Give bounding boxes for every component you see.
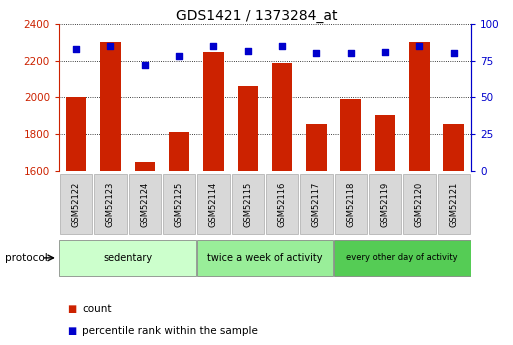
Text: GSM52114: GSM52114: [209, 182, 218, 227]
Point: [175, 53, 183, 59]
Text: GSM52120: GSM52120: [415, 182, 424, 227]
Bar: [438, 175, 470, 234]
Text: sedentary: sedentary: [103, 253, 152, 263]
Text: every other day of activity: every other day of activity: [346, 253, 458, 263]
Bar: [198, 175, 230, 234]
Bar: [232, 175, 264, 234]
Text: count: count: [82, 304, 112, 314]
Text: GSM52117: GSM52117: [312, 182, 321, 227]
Point: [416, 43, 424, 49]
Text: GSM52125: GSM52125: [174, 182, 184, 227]
Text: ■: ■: [67, 326, 76, 336]
Bar: [94, 175, 127, 234]
Bar: [306, 124, 327, 345]
Text: GSM52122: GSM52122: [72, 182, 81, 227]
Bar: [169, 132, 189, 345]
Bar: [334, 175, 367, 234]
Bar: [334, 240, 470, 276]
Bar: [134, 161, 155, 345]
Point: [209, 43, 218, 49]
Bar: [60, 175, 92, 234]
Bar: [443, 124, 464, 345]
Bar: [238, 87, 258, 345]
Text: GSM52123: GSM52123: [106, 182, 115, 227]
Bar: [100, 41, 121, 345]
Bar: [66, 97, 87, 345]
Bar: [375, 115, 396, 345]
Bar: [300, 175, 332, 234]
Bar: [272, 63, 292, 345]
Bar: [129, 175, 161, 234]
Bar: [163, 175, 195, 234]
Text: GSM52119: GSM52119: [381, 182, 389, 227]
Text: protocol: protocol: [5, 253, 48, 263]
Bar: [369, 175, 401, 234]
Point: [72, 46, 80, 52]
Bar: [403, 175, 436, 234]
Text: ■: ■: [67, 304, 76, 314]
Text: percentile rank within the sample: percentile rank within the sample: [82, 326, 258, 336]
Point: [312, 51, 321, 56]
Bar: [266, 175, 298, 234]
Bar: [341, 99, 361, 345]
Text: GSM52116: GSM52116: [278, 182, 287, 227]
Point: [450, 51, 458, 56]
Bar: [60, 240, 196, 276]
Point: [244, 48, 252, 53]
Text: GDS1421 / 1373284_at: GDS1421 / 1373284_at: [176, 9, 337, 23]
Bar: [203, 52, 224, 345]
Point: [106, 43, 114, 49]
Text: GSM52121: GSM52121: [449, 182, 458, 227]
Text: twice a week of activity: twice a week of activity: [207, 253, 323, 263]
Text: GSM52115: GSM52115: [243, 182, 252, 227]
Text: GSM52124: GSM52124: [141, 182, 149, 227]
Text: GSM52118: GSM52118: [346, 182, 356, 227]
Point: [141, 62, 149, 68]
Point: [278, 43, 286, 49]
Point: [381, 49, 389, 55]
Point: [347, 51, 355, 56]
Bar: [409, 41, 430, 345]
Bar: [196, 240, 333, 276]
